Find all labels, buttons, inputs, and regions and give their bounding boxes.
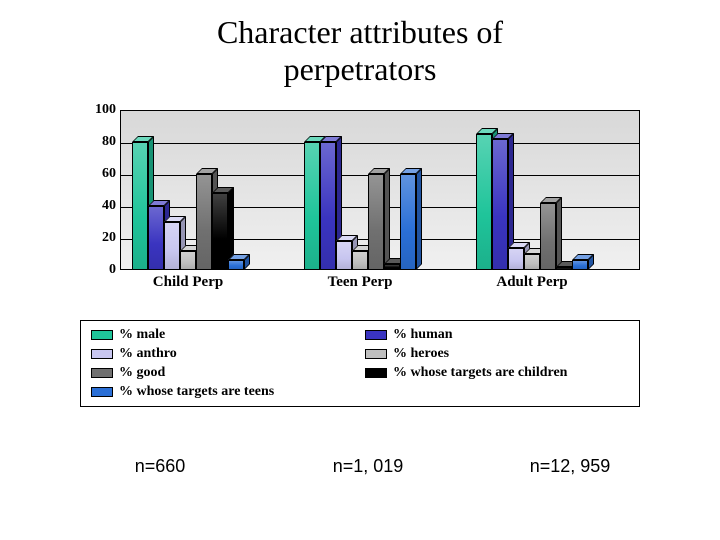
sample-size-label: n=1, 019 [333, 456, 404, 477]
bar [336, 241, 352, 270]
legend-item: % good [91, 365, 355, 381]
y-tick-label: 80 [102, 134, 116, 150]
bar [148, 206, 164, 270]
legend-swatch [365, 330, 387, 340]
x-tick-label: Teen Perp [328, 274, 393, 291]
title-line-1: Character attributes of [217, 14, 503, 50]
legend-label: % good [119, 365, 165, 381]
legend-item: % human [365, 327, 629, 343]
bar [556, 267, 572, 270]
legend-label: % whose targets are children [393, 365, 567, 381]
y-tick-label: 20 [102, 230, 116, 246]
bar [352, 251, 368, 270]
legend-label: % anthro [119, 346, 177, 362]
legend-label: % human [393, 327, 453, 343]
bar [212, 193, 228, 270]
x-tick-label: Adult Perp [496, 274, 567, 291]
bars-layer [120, 110, 640, 270]
legend-label: % male [119, 327, 165, 343]
legend-swatch [365, 368, 387, 378]
legend-label: % heroes [393, 346, 449, 362]
legend-item: % whose targets are children [365, 365, 629, 381]
bar [384, 264, 400, 270]
bar [196, 174, 212, 270]
legend-item: % anthro [91, 346, 355, 362]
legend-item: % heroes [365, 346, 629, 362]
legend-swatch [365, 349, 387, 359]
y-tick-label: 0 [109, 262, 116, 278]
bar [400, 174, 416, 270]
bar [540, 203, 556, 270]
sample-size-label: n=12, 959 [530, 456, 611, 477]
sample-size-label: n=660 [135, 456, 186, 477]
title-line-2: perpetrators [284, 51, 437, 87]
bar [368, 174, 384, 270]
bar [180, 251, 196, 270]
legend-swatch [91, 349, 113, 359]
bar [572, 260, 588, 270]
legend: % male % human % anthro % heroes % good % who… [80, 320, 640, 407]
bar [320, 142, 336, 270]
legend-label: % whose targets are teens [119, 384, 274, 400]
legend-swatch [91, 368, 113, 378]
bar [508, 248, 524, 270]
x-tick-label: Child Perp [153, 274, 223, 291]
legend-item: % whose targets are teens [91, 384, 355, 400]
y-tick-label: 40 [102, 198, 116, 214]
legend-item: % male [91, 327, 355, 343]
bar-chart: 020406080100 Child PerpTeen PerpAdult Pe… [80, 110, 640, 290]
bar [492, 139, 508, 270]
bar [228, 260, 244, 270]
bar [132, 142, 148, 270]
legend-swatch [91, 387, 113, 397]
bar [476, 134, 492, 270]
y-tick-label: 60 [102, 166, 116, 182]
bar [304, 142, 320, 270]
page-title: Character attributes of perpetrators [0, 0, 720, 88]
bar [524, 254, 540, 270]
legend-swatch [91, 330, 113, 340]
y-tick-label: 100 [95, 102, 116, 118]
bar [164, 222, 180, 270]
